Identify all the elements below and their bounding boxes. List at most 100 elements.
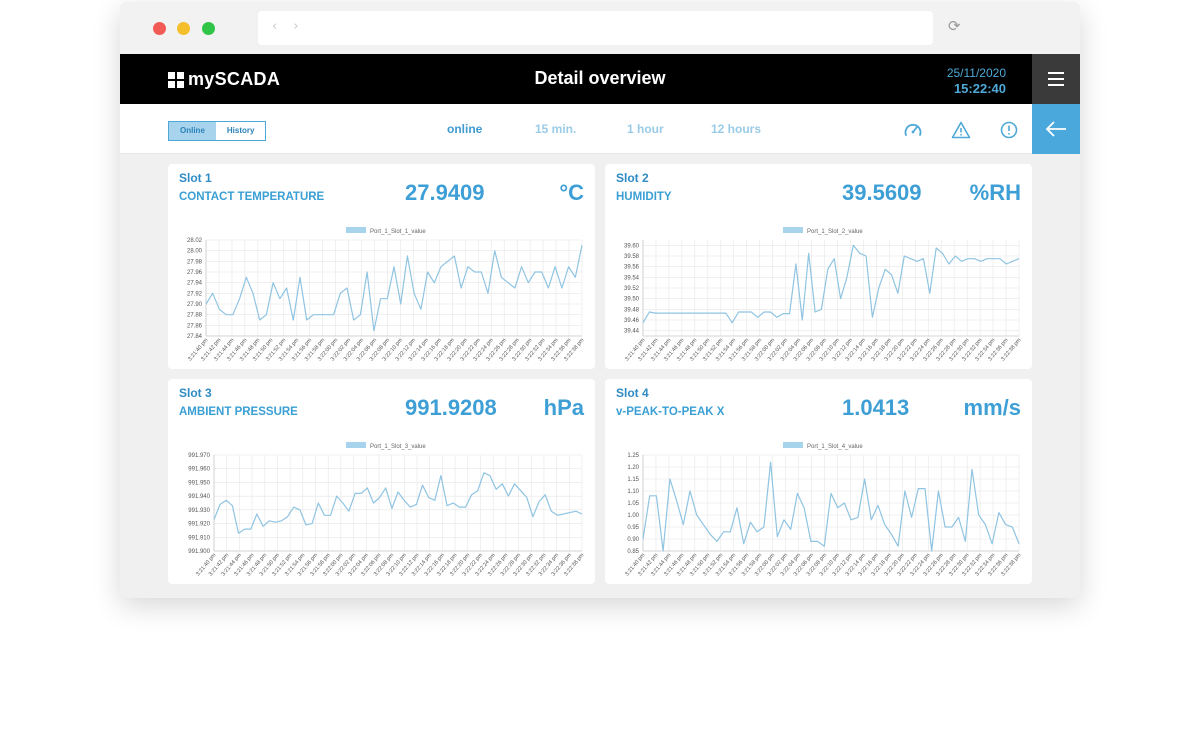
y-tick-label: 0.95 bbox=[627, 525, 639, 531]
y-tick-label: 991.930 bbox=[188, 508, 210, 514]
reload-icon[interactable]: ⟳ bbox=[948, 17, 961, 35]
app-header: mySCADA Detail overview 25/11/2020 15:22… bbox=[120, 54, 1080, 104]
page-title: Detail overview bbox=[534, 68, 666, 88]
y-tick-label: 991.940 bbox=[188, 494, 210, 500]
menu-bar-icon bbox=[1048, 78, 1064, 80]
browser-window: ‹ › ⟳ mySCADA Detail overview 25/11/2020… bbox=[120, 2, 1080, 598]
slot-panel: Slot 1 CONTACT TEMPERATURE 27.9409 °C Po… bbox=[168, 164, 595, 369]
line-chart: Port_1_Slot_2_value 39.60 39.58 39.56 39.54 3… bbox=[624, 227, 1023, 362]
y-tick-label: 39.54 bbox=[624, 275, 640, 281]
legend-swatch bbox=[346, 442, 366, 448]
y-tick-label: 1.20 bbox=[627, 465, 639, 471]
y-tick-label: 1.00 bbox=[627, 513, 639, 519]
slot-panel: Slot 2 HUMIDITY 39.5609 %RH Port_1_Slot_… bbox=[605, 164, 1032, 369]
line-chart: Port_1_Slot_3_value 991.970 991.960 991.950… bbox=[188, 442, 586, 577]
y-tick-label: 0.90 bbox=[627, 537, 639, 543]
y-tick-label: 28.02 bbox=[187, 238, 203, 244]
y-tick-label: 0.85 bbox=[627, 549, 639, 555]
back-button[interactable] bbox=[1032, 104, 1080, 154]
arrow-left-icon bbox=[1045, 121, 1066, 137]
slot-label: Slot 4 bbox=[616, 386, 649, 400]
line-chart: Port_1_Slot_1_value 28.02 28.00 27.98 27.96 2… bbox=[187, 227, 586, 362]
chart-legend: Port_1_Slot_1_value bbox=[346, 227, 426, 235]
y-tick-label: 28.00 bbox=[187, 249, 203, 255]
unit-label: %RH bbox=[969, 180, 1021, 205]
y-tick-label: 27.94 bbox=[187, 281, 203, 287]
legend-swatch bbox=[783, 227, 803, 233]
y-tick-label: 1.10 bbox=[627, 489, 639, 495]
y-tick-label: 1.05 bbox=[627, 501, 639, 507]
y-tick-label: 27.90 bbox=[187, 302, 203, 308]
range-12-hours[interactable]: 12 hours bbox=[711, 122, 762, 136]
slot-label: Slot 2 bbox=[616, 171, 649, 185]
quantity-label: CONTACT TEMPERATURE bbox=[179, 191, 325, 203]
y-tick-label: 27.86 bbox=[187, 323, 203, 329]
legend-swatch bbox=[346, 227, 366, 233]
current-time: 15:22:40 bbox=[953, 81, 1006, 96]
unit-label: hPa bbox=[543, 395, 584, 420]
chart-legend: Port_1_Slot_2_value bbox=[783, 227, 863, 235]
range-1-hour[interactable]: 1 hour bbox=[627, 122, 664, 136]
y-tick-label: 39.56 bbox=[624, 265, 640, 271]
y-tick-label: 991.970 bbox=[188, 453, 210, 459]
toggle-online[interactable]: Online bbox=[169, 122, 216, 140]
y-tick-label: 991.900 bbox=[188, 549, 210, 555]
chart-legend: Port_1_Slot_4_value bbox=[783, 442, 863, 450]
menu-bar-icon bbox=[1048, 84, 1064, 86]
minimize-window-button[interactable] bbox=[177, 22, 190, 35]
maximize-window-button[interactable] bbox=[202, 22, 215, 35]
current-value: 27.9409 bbox=[405, 180, 485, 205]
y-tick-label: 39.60 bbox=[624, 243, 640, 249]
close-window-button[interactable] bbox=[153, 22, 166, 35]
hamburger-menu-button[interactable] bbox=[1032, 54, 1080, 104]
gauge-icon[interactable] bbox=[903, 120, 923, 140]
legend-swatch bbox=[783, 442, 803, 448]
unit-label: mm/s bbox=[963, 395, 1021, 420]
legend-label: Port_1_Slot_2_value bbox=[807, 229, 863, 235]
back-forward-icon[interactable]: ‹ › bbox=[272, 19, 305, 34]
y-tick-label: 39.58 bbox=[624, 254, 640, 260]
logo-mark-icon bbox=[168, 71, 184, 88]
range-15-min[interactable]: 15 min. bbox=[535, 122, 577, 136]
current-value: 1.0413 bbox=[842, 395, 910, 420]
quantity-label: AMBIENT PRESSURE bbox=[179, 406, 298, 418]
logo: mySCADA bbox=[168, 69, 280, 90]
y-tick-label: 27.84 bbox=[187, 334, 203, 340]
y-tick-label: 1.25 bbox=[627, 453, 639, 459]
slot-panel: Slot 4 v-PEAK-TO-PEAK X 1.0413 mm/s Port… bbox=[605, 379, 1032, 584]
line-chart: Port_1_Slot_4_value 1.25 1.20 1.15 1.10 1.05 1… bbox=[624, 442, 1023, 577]
current-value: 991.9208 bbox=[405, 395, 497, 420]
quantity-label: v-PEAK-TO-PEAK X bbox=[616, 406, 725, 418]
chart-legend: Port_1_Slot_3_value bbox=[346, 442, 426, 450]
y-tick-label: 39.46 bbox=[624, 318, 640, 324]
warning-icon[interactable] bbox=[951, 120, 971, 140]
y-tick-label: 27.98 bbox=[187, 259, 203, 265]
range-online[interactable]: online bbox=[447, 122, 483, 136]
y-tick-label: 39.48 bbox=[624, 307, 640, 313]
menu-bar-icon bbox=[1048, 72, 1064, 74]
y-tick-label: 991.920 bbox=[188, 522, 210, 528]
legend-label: Port_1_Slot_4_value bbox=[807, 444, 863, 450]
unit-label: °C bbox=[559, 180, 584, 205]
y-tick-label: 991.960 bbox=[188, 467, 210, 473]
series-line bbox=[205, 245, 583, 332]
toggle-history[interactable]: History bbox=[215, 122, 266, 140]
y-tick-label: 39.44 bbox=[624, 329, 640, 335]
y-tick-label: 27.88 bbox=[187, 313, 203, 319]
info-icon[interactable] bbox=[999, 120, 1019, 140]
slot-label: Slot 3 bbox=[179, 386, 212, 400]
series-line bbox=[642, 244, 1020, 324]
y-tick-label: 991.910 bbox=[188, 535, 210, 541]
address-bar[interactable]: ‹ › bbox=[258, 11, 933, 45]
legend-label: Port_1_Slot_1_value bbox=[370, 229, 426, 235]
clock: 25/11/2020 15:22:40 bbox=[947, 66, 1006, 96]
legend-label: Port_1_Slot_3_value bbox=[370, 444, 426, 450]
y-tick-label: 991.950 bbox=[188, 480, 210, 486]
browser-chrome: ‹ › ⟳ bbox=[120, 2, 1080, 54]
online-history-toggle: Online History bbox=[168, 121, 267, 141]
current-date: 25/11/2020 bbox=[946, 66, 1006, 80]
y-tick-label: 27.92 bbox=[187, 291, 203, 297]
y-tick-label: 1.15 bbox=[627, 477, 639, 483]
slot-panel: Slot 3 AMBIENT PRESSURE 991.9208 hPa Por… bbox=[168, 379, 595, 584]
toolbar: Online History online 15 min. 1 hour 12 … bbox=[120, 104, 1080, 154]
